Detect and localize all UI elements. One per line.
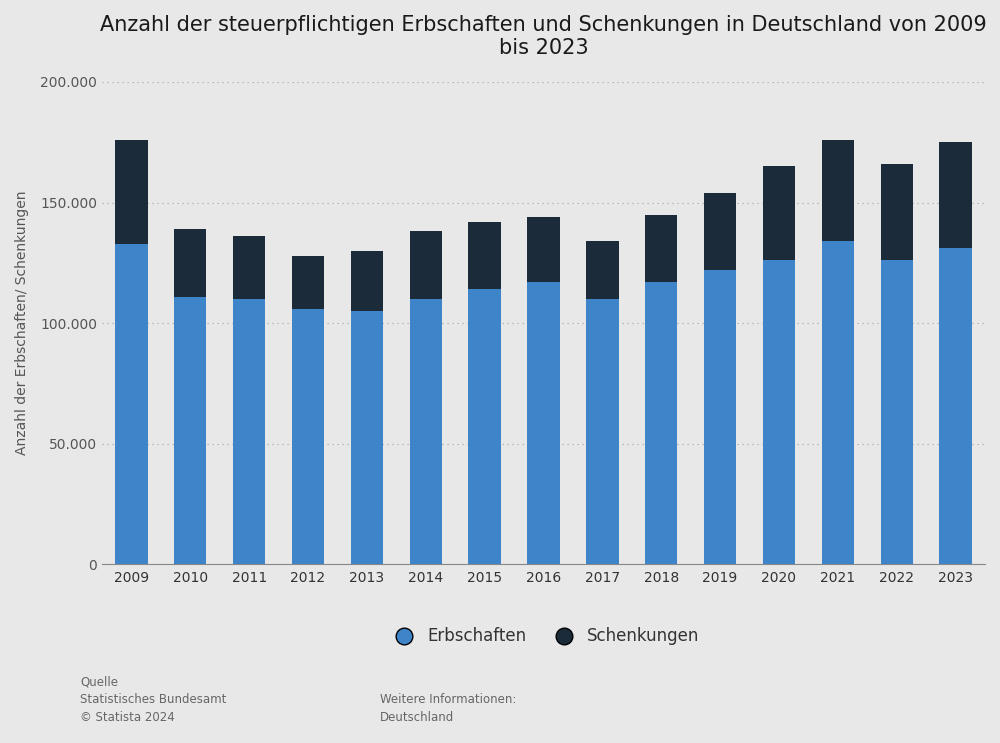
Bar [233, 299, 265, 564]
Text: Quelle
Statistisches Bundesamt
© Statista 2024: Quelle Statistisches Bundesamt © Statist… [80, 675, 226, 724]
Text: Weitere Informationen:
Deutschland: Weitere Informationen: Deutschland [380, 693, 516, 724]
Bar [174, 229, 206, 296]
Y-axis label: Anzahl der Erbschaften/ Schenkungen: Anzahl der Erbschaften/ Schenkungen [15, 191, 29, 455]
Bar [763, 260, 795, 564]
Bar [822, 241, 854, 564]
Bar [586, 299, 619, 564]
Bar [822, 140, 854, 241]
Bar [292, 256, 324, 308]
Bar [292, 308, 324, 564]
Bar [939, 142, 972, 248]
Bar [351, 311, 383, 564]
Bar [115, 244, 148, 564]
Bar [468, 289, 501, 564]
Bar [115, 140, 148, 244]
Bar [468, 222, 501, 289]
Bar [410, 299, 442, 564]
Bar [645, 215, 677, 282]
Bar [410, 232, 442, 299]
Bar [881, 260, 913, 564]
Bar [174, 296, 206, 564]
Bar [351, 251, 383, 311]
Bar [939, 248, 972, 564]
Bar [527, 217, 560, 282]
Bar [233, 236, 265, 299]
Bar [704, 270, 736, 564]
Bar [586, 241, 619, 299]
Legend: Erbschaften, Schenkungen: Erbschaften, Schenkungen [381, 621, 706, 652]
Bar [763, 166, 795, 260]
Bar [881, 164, 913, 260]
Bar [645, 282, 677, 564]
Title: Anzahl der steuerpflichtigen Erbschaften und Schenkungen in Deutschland von 2009: Anzahl der steuerpflichtigen Erbschaften… [100, 15, 987, 58]
Bar [704, 193, 736, 270]
Bar [527, 282, 560, 564]
